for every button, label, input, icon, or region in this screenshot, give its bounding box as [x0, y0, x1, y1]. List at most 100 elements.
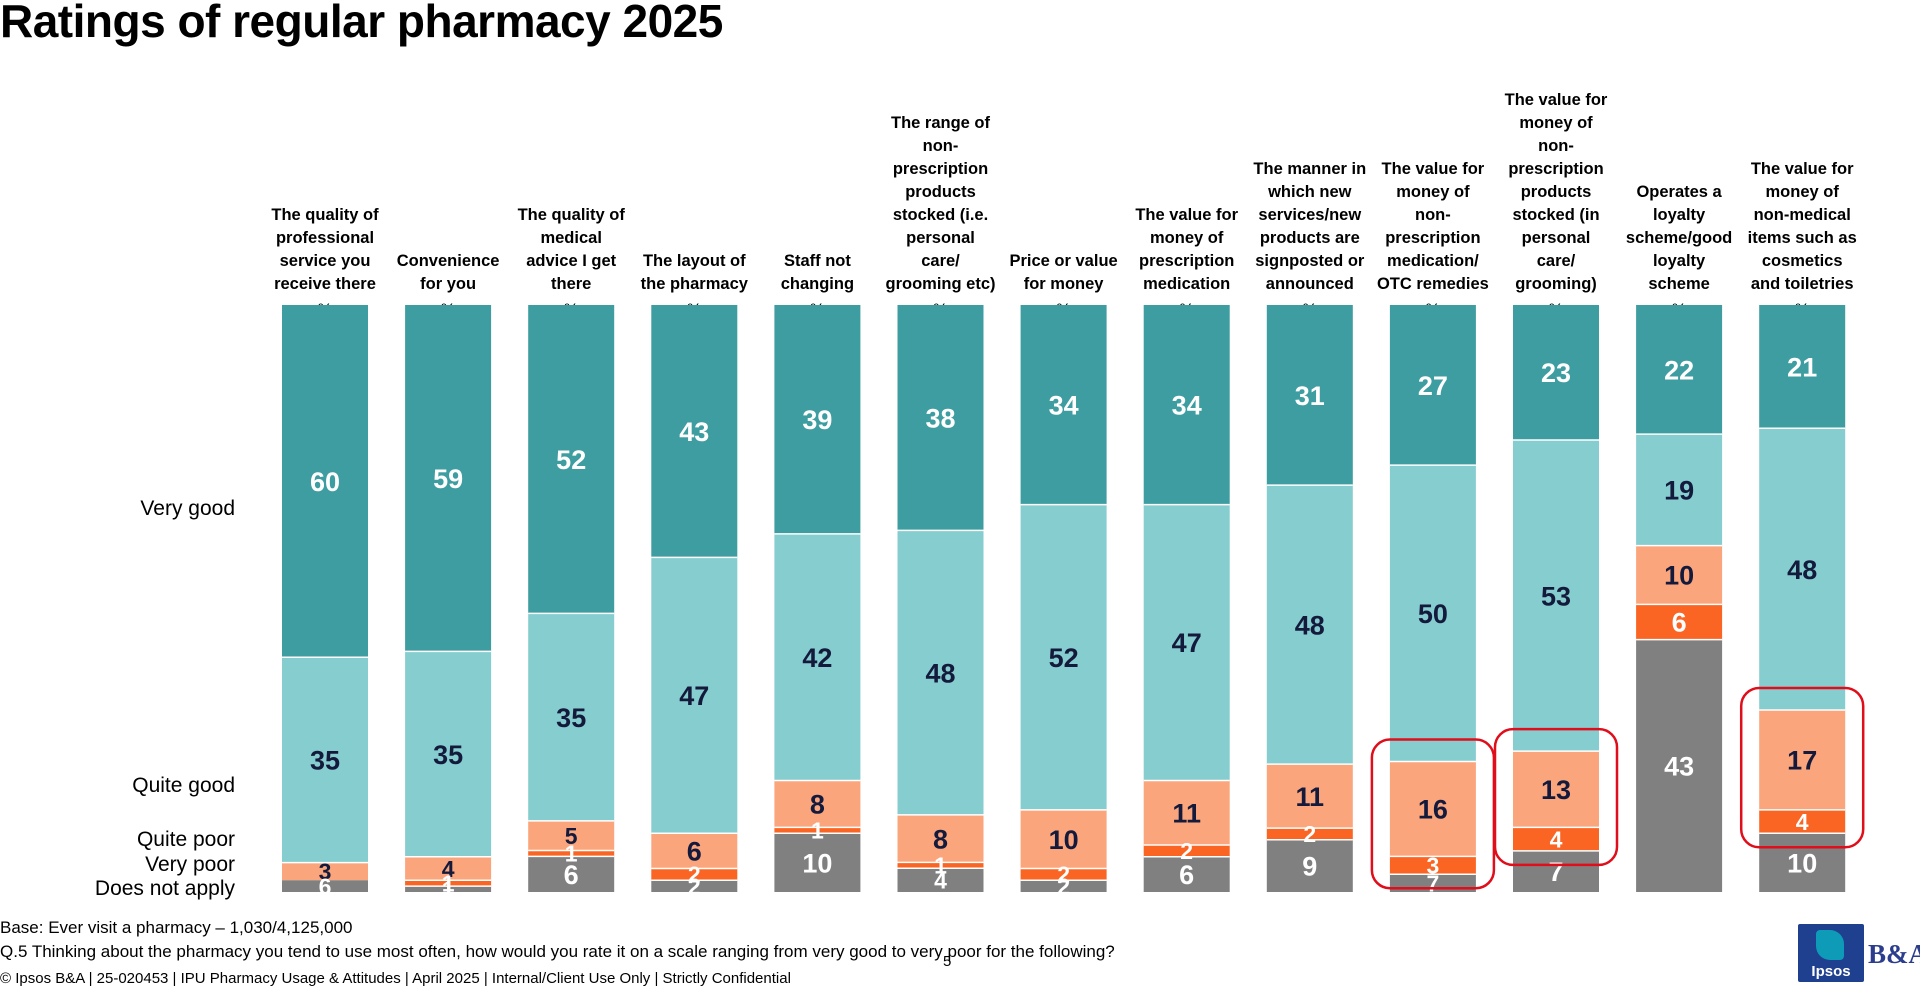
- bar-segment-does-not-apply: [651, 880, 738, 892]
- category-label-line: non-: [922, 137, 959, 155]
- category-label-line: money of: [1519, 114, 1593, 132]
- data-label-very-good: 60: [310, 467, 340, 497]
- bar-segment-quite-good: [774, 533, 861, 781]
- bar-segment-quite-poor: [405, 856, 492, 881]
- data-label-very-poor: 1: [934, 853, 947, 879]
- ipsos-logo-icon: [1816, 930, 1844, 960]
- bar-segment-very-poor: [1389, 856, 1476, 875]
- bar-segment-very-good: [528, 305, 615, 614]
- category-label-line: loyalty: [1652, 206, 1706, 224]
- data-label-very-poor: 6: [1672, 608, 1687, 638]
- data-label-quite-good: 50: [1418, 599, 1448, 629]
- category-label-line: professional: [275, 229, 375, 247]
- bar-segment-quite-poor: [1513, 751, 1599, 828]
- data-label-quite-poor: 16: [1418, 795, 1448, 825]
- category-label-line: items such as: [1747, 229, 1857, 247]
- category-label-line: prescription: [892, 160, 989, 178]
- category-label-line: The quality of: [271, 206, 379, 224]
- bar-segment-does-not-apply: [897, 868, 984, 892]
- bar-segment-quite-good: [1759, 428, 1846, 711]
- bar-segment-very-poor: [651, 868, 738, 881]
- data-label-very-poor: 4: [1796, 809, 1809, 835]
- bar-segment-very-good: [1143, 305, 1230, 505]
- data-label-does-not-apply: 6: [319, 873, 332, 899]
- bar-segment-does-not-apply: [528, 856, 615, 892]
- legal-footer: © Ipsos B&A | 25-020453 | IPU Pharmacy U…: [0, 970, 791, 987]
- data-label-very-good: 27: [1418, 371, 1448, 401]
- category-label-line: loyalty: [1652, 252, 1706, 270]
- category-label-line: there: [551, 275, 592, 293]
- data-label-quite-good: 48: [1787, 555, 1817, 585]
- category-label-line: The value for: [1381, 160, 1485, 178]
- question-note: Q.5 Thinking about the pharmacy you tend…: [0, 942, 1115, 961]
- bar-segment-very-poor: [1143, 845, 1230, 857]
- category-label-line: personal: [1521, 229, 1591, 247]
- bar-segment-does-not-apply: [1143, 856, 1230, 892]
- data-label-very-poor: 2: [688, 862, 701, 888]
- data-label-does-not-apply: 7: [1548, 857, 1563, 887]
- bar-segment-quite-poor: [1020, 809, 1107, 869]
- data-label-very-good: 22: [1664, 355, 1694, 385]
- category-label-line: money of: [1150, 229, 1224, 247]
- category-label-line: signposted or: [1255, 252, 1365, 270]
- bar-segment-quite-good: [1389, 465, 1476, 762]
- bar-segment-quite-good: [651, 557, 738, 834]
- data-label-very-poor: 2: [1303, 821, 1316, 847]
- bar-segment-very-poor: [405, 880, 492, 887]
- data-label-quite-good: 48: [925, 658, 955, 688]
- data-label-very-poor: 2: [1180, 838, 1193, 864]
- bar-segment-does-not-apply: [1513, 850, 1599, 892]
- data-label-quite-good: 35: [433, 740, 463, 770]
- bar-segment-very-poor: [1759, 809, 1846, 834]
- data-label-very-good: 21: [1787, 352, 1817, 382]
- row-label-does-not-apply: Does not apply: [94, 877, 235, 900]
- ipsos-logo: Ipsos: [1798, 924, 1864, 982]
- bar-segment-quite-poor: [1389, 761, 1476, 857]
- category-label-line: announced: [1265, 275, 1354, 293]
- data-label-very-good: 34: [1172, 391, 1202, 421]
- category-label-line: non-: [1415, 206, 1451, 224]
- category-label-line: medical: [540, 229, 602, 247]
- bar-segment-does-not-apply: [1266, 839, 1353, 892]
- category-label-line: advice I get: [526, 252, 617, 270]
- data-label-quite-poor: 10: [1049, 825, 1079, 855]
- data-label-does-not-apply: 43: [1664, 752, 1694, 782]
- category-label-line: The quality of: [517, 206, 625, 224]
- bar-segment-very-poor: [1266, 828, 1353, 840]
- bar-segment-quite-good: [1020, 504, 1107, 810]
- bar-segment-very-poor: [897, 862, 984, 869]
- data-label-does-not-apply: 7: [1427, 870, 1440, 896]
- bar-segment-quite-poor: [282, 862, 368, 881]
- bar-segment-quite-good: [282, 657, 368, 863]
- data-label-very-poor: 1: [565, 841, 578, 867]
- data-label-quite-good: 52: [1049, 643, 1079, 673]
- bar-segment-does-not-apply: [774, 833, 861, 892]
- category-label-line: for you: [420, 275, 477, 293]
- data-label-very-poor: 2: [1057, 862, 1070, 888]
- bar-segment-very-poor: [774, 827, 861, 834]
- page-number: 5: [943, 953, 952, 970]
- category-label-line: Staff not: [783, 252, 851, 270]
- data-label-very-good: 38: [925, 403, 955, 433]
- category-label-line: for money: [1023, 275, 1104, 293]
- category-label-line: products: [905, 183, 976, 201]
- bar-segment-very-poor: [1020, 868, 1107, 881]
- category-label-line: grooming etc): [885, 275, 996, 293]
- data-label-quite-poor: 6: [687, 837, 702, 867]
- data-label-quite-good: 35: [556, 703, 586, 733]
- highlight-outline: [1493, 727, 1619, 867]
- category-label-line: grooming): [1515, 275, 1597, 293]
- category-label-line: stocked (in: [1512, 206, 1600, 224]
- category-label-line: The manner in: [1253, 160, 1367, 178]
- bar-segment-does-not-apply: [282, 880, 368, 892]
- data-label-quite-poor: 13: [1541, 775, 1571, 805]
- data-label-very-good: 31: [1295, 381, 1325, 411]
- category-label-line: money of: [1396, 183, 1470, 201]
- data-label-does-not-apply: 10: [1787, 848, 1817, 878]
- bar-segment-does-not-apply: [1020, 880, 1107, 892]
- data-label-quite-good: 42: [802, 643, 832, 673]
- bar-segment-quite-poor: [1759, 710, 1846, 810]
- category-label-line: medication/: [1387, 252, 1479, 270]
- bar-segment-very-good: [1636, 305, 1723, 435]
